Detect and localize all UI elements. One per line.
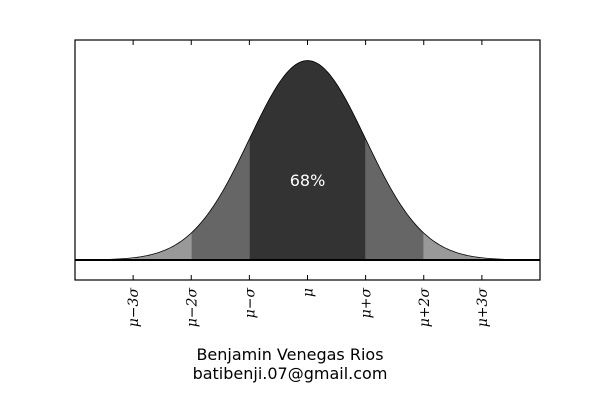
band-4 (423, 233, 482, 260)
tick-label-2: μ−σ (242, 288, 258, 319)
author-email: batibenji.07@gmail.com (192, 364, 388, 383)
author-name: Benjamin Venegas Rios (196, 345, 384, 364)
density-curve (74, 60, 541, 261)
ticks-group: μ−3σ μ−2σ μ−σ μ μ+σ μ+2σ μ+3σ (126, 40, 491, 327)
tick-label-5: μ+2σ (417, 288, 433, 328)
tick-label-1: μ−2σ (184, 288, 200, 328)
tick-label-3: μ (301, 288, 317, 297)
band-0 (249, 60, 366, 260)
band-3 (133, 233, 192, 260)
tick-label-0: μ−3σ (126, 288, 142, 328)
credits: Benjamin Venegas Rios batibenji.07@gmail… (0, 345, 580, 383)
bands-group (75, 60, 540, 260)
tick-label-4: μ+σ (359, 288, 375, 319)
tick-label-6: μ+3σ (475, 288, 491, 328)
annotation-label: 68% (290, 171, 326, 190)
